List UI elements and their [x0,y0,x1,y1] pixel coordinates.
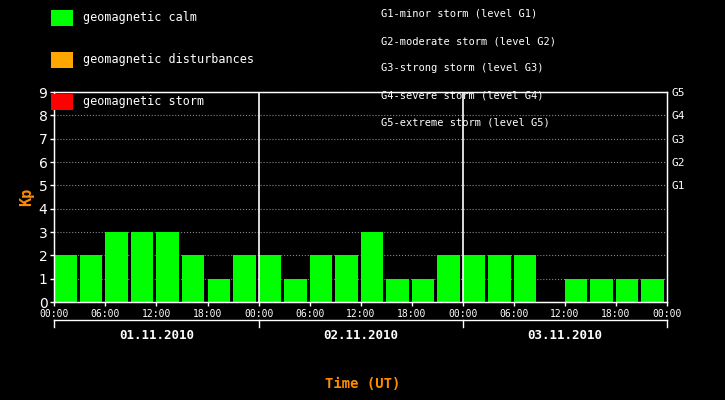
Bar [616,279,639,302]
Bar [182,255,204,302]
Text: geomagnetic storm: geomagnetic storm [83,96,204,108]
Bar [131,232,154,302]
Text: G3-strong storm (level G3): G3-strong storm (level G3) [381,64,543,74]
Text: geomagnetic disturbances: geomagnetic disturbances [83,54,254,66]
Text: G2-moderate storm (level G2): G2-moderate storm (level G2) [381,36,555,46]
Bar [80,255,102,302]
Bar [233,255,255,302]
Bar [105,232,128,302]
Text: G4-severe storm (level G4): G4-severe storm (level G4) [381,91,543,101]
Bar [590,279,613,302]
Bar [310,255,332,302]
Bar [360,232,383,302]
Bar [157,232,179,302]
Y-axis label: Kp: Kp [20,188,34,206]
Bar [335,255,357,302]
Bar [386,279,409,302]
Bar [412,279,434,302]
Text: 01.11.2010: 01.11.2010 [119,329,194,342]
Bar [514,255,536,302]
Text: 03.11.2010: 03.11.2010 [527,329,602,342]
Bar [463,255,485,302]
Text: G1-minor storm (level G1): G1-minor storm (level G1) [381,9,537,19]
Text: G5-extreme storm (level G5): G5-extreme storm (level G5) [381,118,550,128]
Text: geomagnetic calm: geomagnetic calm [83,12,197,24]
Bar [642,279,664,302]
Bar [259,255,281,302]
Bar [565,279,587,302]
Text: 02.11.2010: 02.11.2010 [323,329,398,342]
Bar [284,279,307,302]
Bar [489,255,511,302]
Bar [54,255,77,302]
Text: Time (UT): Time (UT) [325,377,400,391]
Bar [437,255,460,302]
Bar [207,279,230,302]
